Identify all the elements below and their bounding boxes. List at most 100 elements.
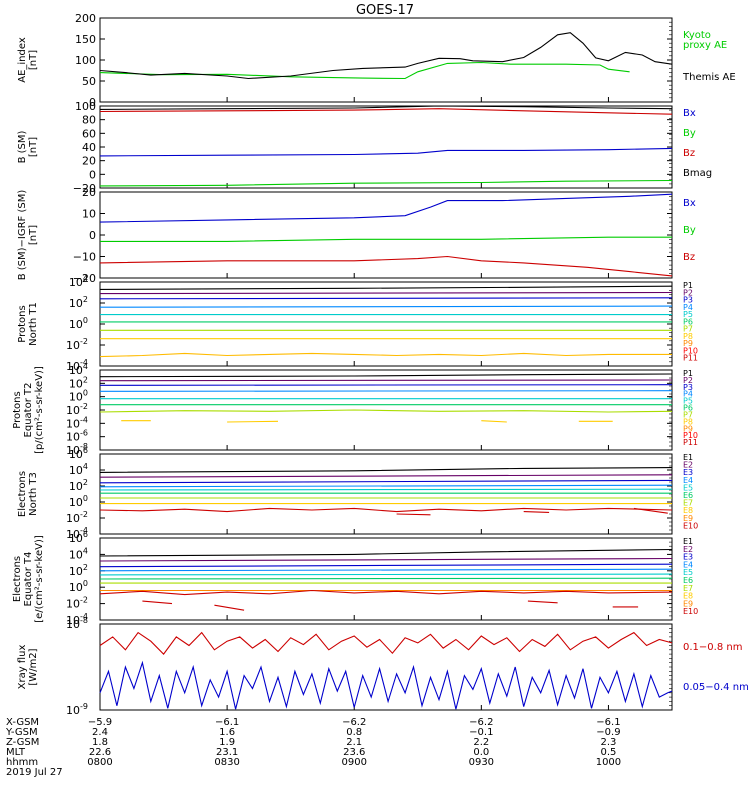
- legend-item-pt2: P2: [683, 376, 693, 385]
- legend-item-pt2: P3: [683, 383, 693, 392]
- legend-item-pt1: P3: [683, 296, 693, 305]
- table-cell: 0.5: [600, 747, 616, 758]
- y-tick-label-et4: 10-2: [66, 596, 88, 611]
- y-tick-label-bsm: 20: [82, 155, 96, 168]
- table-cell: −6.2: [469, 717, 493, 728]
- y-tick-label-pt2: 104: [69, 362, 88, 377]
- series-line-pt2-p7: [99, 409, 673, 413]
- y-axis-label-bigrf: B (SM)−IGRF (SM): [17, 190, 28, 281]
- y-tick-label-et3: 104: [69, 462, 88, 477]
- series-line-pt1-p4: [99, 305, 673, 308]
- legend-item-et3: E2: [683, 461, 693, 470]
- legend-item-pt1: P5: [683, 310, 693, 319]
- panel-frame-ae: [99, 17, 673, 103]
- y-tick-label-bigrf: 10: [82, 208, 96, 221]
- y-tick-label-pt2: 10-8: [66, 442, 88, 457]
- series-line-et4-e6: [99, 577, 673, 580]
- series-line-xray-0-05-0-4-nm: [99, 660, 673, 710]
- y-tick-label-pt2: 102: [69, 375, 88, 390]
- y-tick-label-pt2: 10-6: [66, 429, 88, 444]
- y-axis-label-pt2: [p/(cm²-s-sr-keV)]: [34, 366, 45, 454]
- table-cell: 2.4: [92, 727, 108, 738]
- series-line-et3-e3: [99, 479, 673, 484]
- y-axis-label-bsm: B (SM): [17, 130, 28, 163]
- y-tick-label-bsm: 40: [82, 141, 96, 154]
- y-tick-label-et3: 100: [69, 494, 88, 509]
- y-axis-label-ae: AE_index: [17, 37, 28, 83]
- legend-item-et3: E5: [683, 483, 693, 492]
- legend-item-et3: E6: [683, 491, 693, 500]
- table-row-label: X-GSM: [6, 717, 39, 728]
- table-cell: 1.8: [92, 737, 108, 748]
- legend-item-pt1: P6: [683, 317, 693, 326]
- y-tick-label-pt1: 10-2: [66, 337, 88, 352]
- y-tick-label-ae: 0: [89, 96, 96, 109]
- table-cell: 0800: [87, 757, 112, 768]
- legend-item-pt1: P1: [683, 281, 693, 290]
- legend-item-bsm: Bz: [683, 148, 695, 159]
- y-tick-label-xray: 10-8: [66, 616, 88, 631]
- y-tick-label-bsm: −20: [73, 182, 96, 195]
- series-line-pt1-p3: [99, 297, 673, 300]
- plot-title: GOES-17: [356, 3, 414, 18]
- legend-item-pt1: P7: [683, 325, 693, 334]
- legend-item-bsm: By: [683, 128, 696, 139]
- series-line-pt1-p9: [99, 352, 672, 358]
- series-line-pt2-p1: [99, 373, 673, 378]
- series-line-et4-e2: [99, 557, 673, 562]
- legend-item-pt2: P9: [683, 424, 693, 433]
- series-line-pt2-p2: [99, 379, 673, 382]
- series-line-et3-e10c: [633, 507, 668, 514]
- table-cell: −0.1: [469, 727, 493, 738]
- table-row-label: 2019 Jul 27: [6, 767, 63, 778]
- series-line-bsm-bz: [99, 108, 673, 115]
- table-row-label: Z-GSM: [6, 737, 39, 748]
- table-cell: 23.6: [343, 747, 365, 758]
- y-tick-label-et3: 106: [69, 446, 88, 461]
- legend-item-pt1: P9: [683, 339, 693, 348]
- legend-item-et4: E1: [683, 537, 693, 546]
- table-cell: 1000: [596, 757, 621, 768]
- legend-item-pt1: P11: [683, 354, 698, 363]
- y-tick-label-bsm: 0: [89, 168, 96, 181]
- series-line-et3-e1: [99, 467, 673, 473]
- series-line-et4-e5: [99, 573, 673, 576]
- legend-item-pt2: P4: [683, 390, 693, 399]
- series-line-et4-e4: [99, 568, 673, 572]
- y-tick-label-pt2: 100: [69, 389, 88, 404]
- y-tick-label-bsm: 80: [82, 114, 96, 127]
- legend-item-ae: Kyoto: [683, 30, 711, 41]
- y-tick-label-ae: 50: [82, 75, 96, 88]
- table-cell: 0.8: [346, 727, 362, 738]
- legend-item-pt1: P2: [683, 288, 693, 297]
- y-tick-label-bsm: 60: [82, 127, 96, 140]
- y-axis-label-et4: Electrons: [12, 556, 23, 602]
- series-line-pt2-p8b: [227, 420, 279, 423]
- legend-item-et4: E8: [683, 592, 693, 601]
- legend-item-bigrf: By: [683, 225, 696, 236]
- table-cell: 1.9: [219, 737, 235, 748]
- y-tick-label-bigrf: 20: [82, 186, 96, 199]
- series-line-pt1-p1: [99, 285, 673, 290]
- legend-item-ae: proxy AE: [683, 40, 727, 51]
- y-axis-label-et4: Equator T4: [23, 552, 34, 607]
- y-axis-label-pt1: North T1: [28, 302, 39, 346]
- legend-item-bigrf: Bz: [683, 252, 695, 263]
- legend-item-et4: E9: [683, 599, 693, 608]
- table-cell: 0.0: [473, 747, 489, 758]
- table-cell: 0830: [214, 757, 239, 768]
- legend-item-et3: E8: [683, 506, 693, 515]
- y-tick-label-pt2: 10-4: [66, 415, 88, 430]
- series-line-et3-e10b: [523, 511, 550, 513]
- legend-item-pt2: P11: [683, 438, 698, 447]
- table-cell: 2.2: [473, 737, 489, 748]
- y-tick-label-ae: 100: [75, 54, 96, 67]
- legend-item-pt2: P10: [683, 431, 698, 440]
- y-axis-label-pt2: Protons: [12, 391, 23, 428]
- y-tick-label-et3: 10-2: [66, 510, 88, 525]
- y-tick-label-pt1: 102: [69, 295, 88, 310]
- legend-item-bsm: Bmag: [683, 168, 712, 179]
- y-tick-label-bigrf: 0: [89, 229, 96, 242]
